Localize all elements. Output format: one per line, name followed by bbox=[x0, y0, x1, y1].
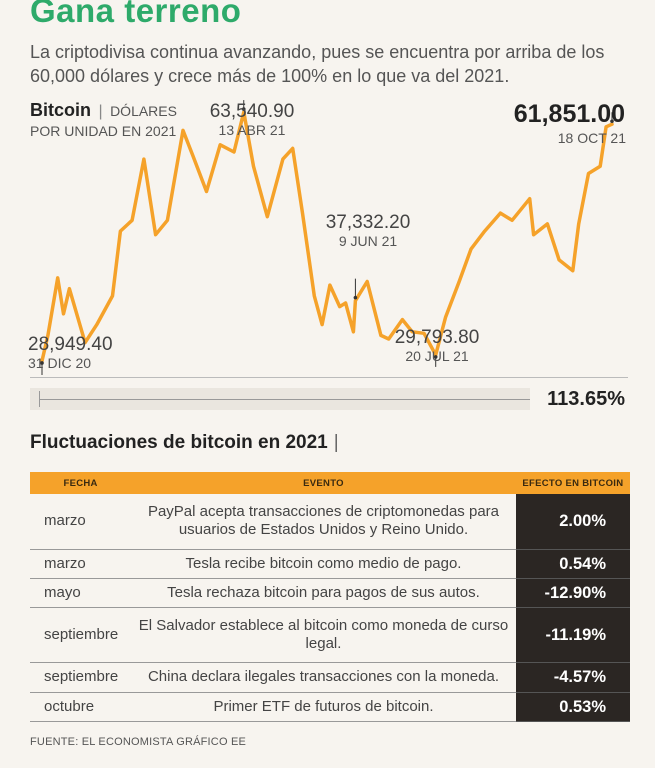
row-date: marzo bbox=[30, 549, 132, 579]
change-bar bbox=[30, 388, 530, 410]
change-bar-rule bbox=[39, 399, 530, 400]
table-row: marzo Tesla recibe bitcoin como medio de… bbox=[30, 549, 630, 579]
header-effect: EFECTO EN BITCOIN bbox=[515, 472, 630, 494]
unit-label: DÓLARES bbox=[110, 103, 177, 119]
page-subtitle: La criptodivisa continua avanzando, pues… bbox=[30, 42, 605, 86]
annotation-value: 63,540.90 bbox=[210, 101, 295, 122]
annotation-value: 28,949.40 bbox=[28, 334, 113, 355]
annotation-point bbox=[610, 119, 614, 124]
annotation-date: 13 ABR 21 bbox=[219, 122, 286, 138]
events-table: FECHA EVENTO EFECTO EN BITCOIN marzo Pay… bbox=[30, 472, 630, 722]
chart-baseline bbox=[30, 377, 628, 378]
source-note: FUENTE: EL ECONOMISTA GRÁFICO EE bbox=[30, 736, 247, 748]
unit-sublabel: POR UNIDAD EN 2021 bbox=[30, 123, 177, 139]
annotation-point bbox=[241, 107, 246, 111]
table-title: Fluctuaciones de bitcoin en 2021 | bbox=[30, 432, 339, 454]
row-date: marzo bbox=[30, 494, 132, 550]
chart-header: Bitcoin | DÓLARES POR UNIDAD EN 2021 bbox=[30, 100, 177, 139]
row-event: Tesla recibe bitcoin como medio de pago. bbox=[131, 549, 516, 579]
row-date: septiembre bbox=[30, 662, 132, 693]
row-event: China declara ilegales transacciones con… bbox=[131, 662, 516, 693]
annotation-date: 9 JUN 21 bbox=[339, 233, 398, 249]
row-event: Primer ETF de futuros de bitcoin. bbox=[131, 692, 516, 722]
table-title-bar: | bbox=[333, 432, 339, 453]
row-event: PayPal acepta transacciones de criptomon… bbox=[131, 494, 516, 550]
page-title: Gana terreno bbox=[30, 0, 242, 29]
row-effect: 2.00% bbox=[515, 494, 630, 550]
change-percent: 113.65% bbox=[547, 388, 625, 410]
table-row: mayo Tesla rechaza bitcoin para pagos de… bbox=[30, 578, 630, 608]
annotation-date: 31 DIC 20 bbox=[28, 355, 91, 371]
table-header-row: FECHA EVENTO EFECTO EN BITCOIN bbox=[30, 472, 630, 494]
latest-value: 61,851.00 bbox=[513, 100, 625, 128]
table-row: septiembre El Salvador establece al bitc… bbox=[30, 607, 630, 663]
annotation-value: 37,332.20 bbox=[326, 212, 411, 233]
annotation-date: 18 OCT 21 bbox=[558, 130, 626, 146]
row-date: septiembre bbox=[30, 607, 132, 663]
row-event: Tesla rechaza bitcoin para pagos de sus … bbox=[131, 578, 516, 608]
annotation-date: 20 JUL 21 bbox=[405, 348, 469, 364]
row-date: mayo bbox=[30, 578, 132, 608]
row-event: El Salvador establece al bitcoin como mo… bbox=[131, 607, 516, 663]
table-title-text: Fluctuaciones de bitcoin en 2021 bbox=[30, 432, 328, 453]
annotation-value: 29,793.80 bbox=[395, 327, 480, 348]
row-effect: -4.57% bbox=[515, 662, 630, 693]
annotation-point bbox=[353, 295, 358, 300]
table-row: octubre Primer ETF de futuros de bitcoin… bbox=[30, 692, 630, 722]
row-effect: -12.90% bbox=[515, 578, 630, 608]
series-line-bitcoin bbox=[40, 110, 614, 363]
header-event: EVENTO bbox=[131, 472, 516, 494]
row-date: octubre bbox=[30, 692, 132, 722]
annotation-point bbox=[433, 355, 438, 359]
row-effect: 0.53% bbox=[515, 692, 630, 722]
table-row: septiembre China declara ilegales transa… bbox=[30, 662, 630, 693]
annotation-point bbox=[40, 361, 44, 365]
header-separator: | bbox=[98, 103, 103, 120]
row-effect: -11.19% bbox=[515, 607, 630, 663]
series-name: Bitcoin bbox=[30, 100, 91, 120]
table-row: marzo PayPal acepta transacciones de cri… bbox=[30, 494, 630, 550]
header-date: FECHA bbox=[30, 472, 132, 494]
row-effect: 0.54% bbox=[515, 549, 630, 579]
